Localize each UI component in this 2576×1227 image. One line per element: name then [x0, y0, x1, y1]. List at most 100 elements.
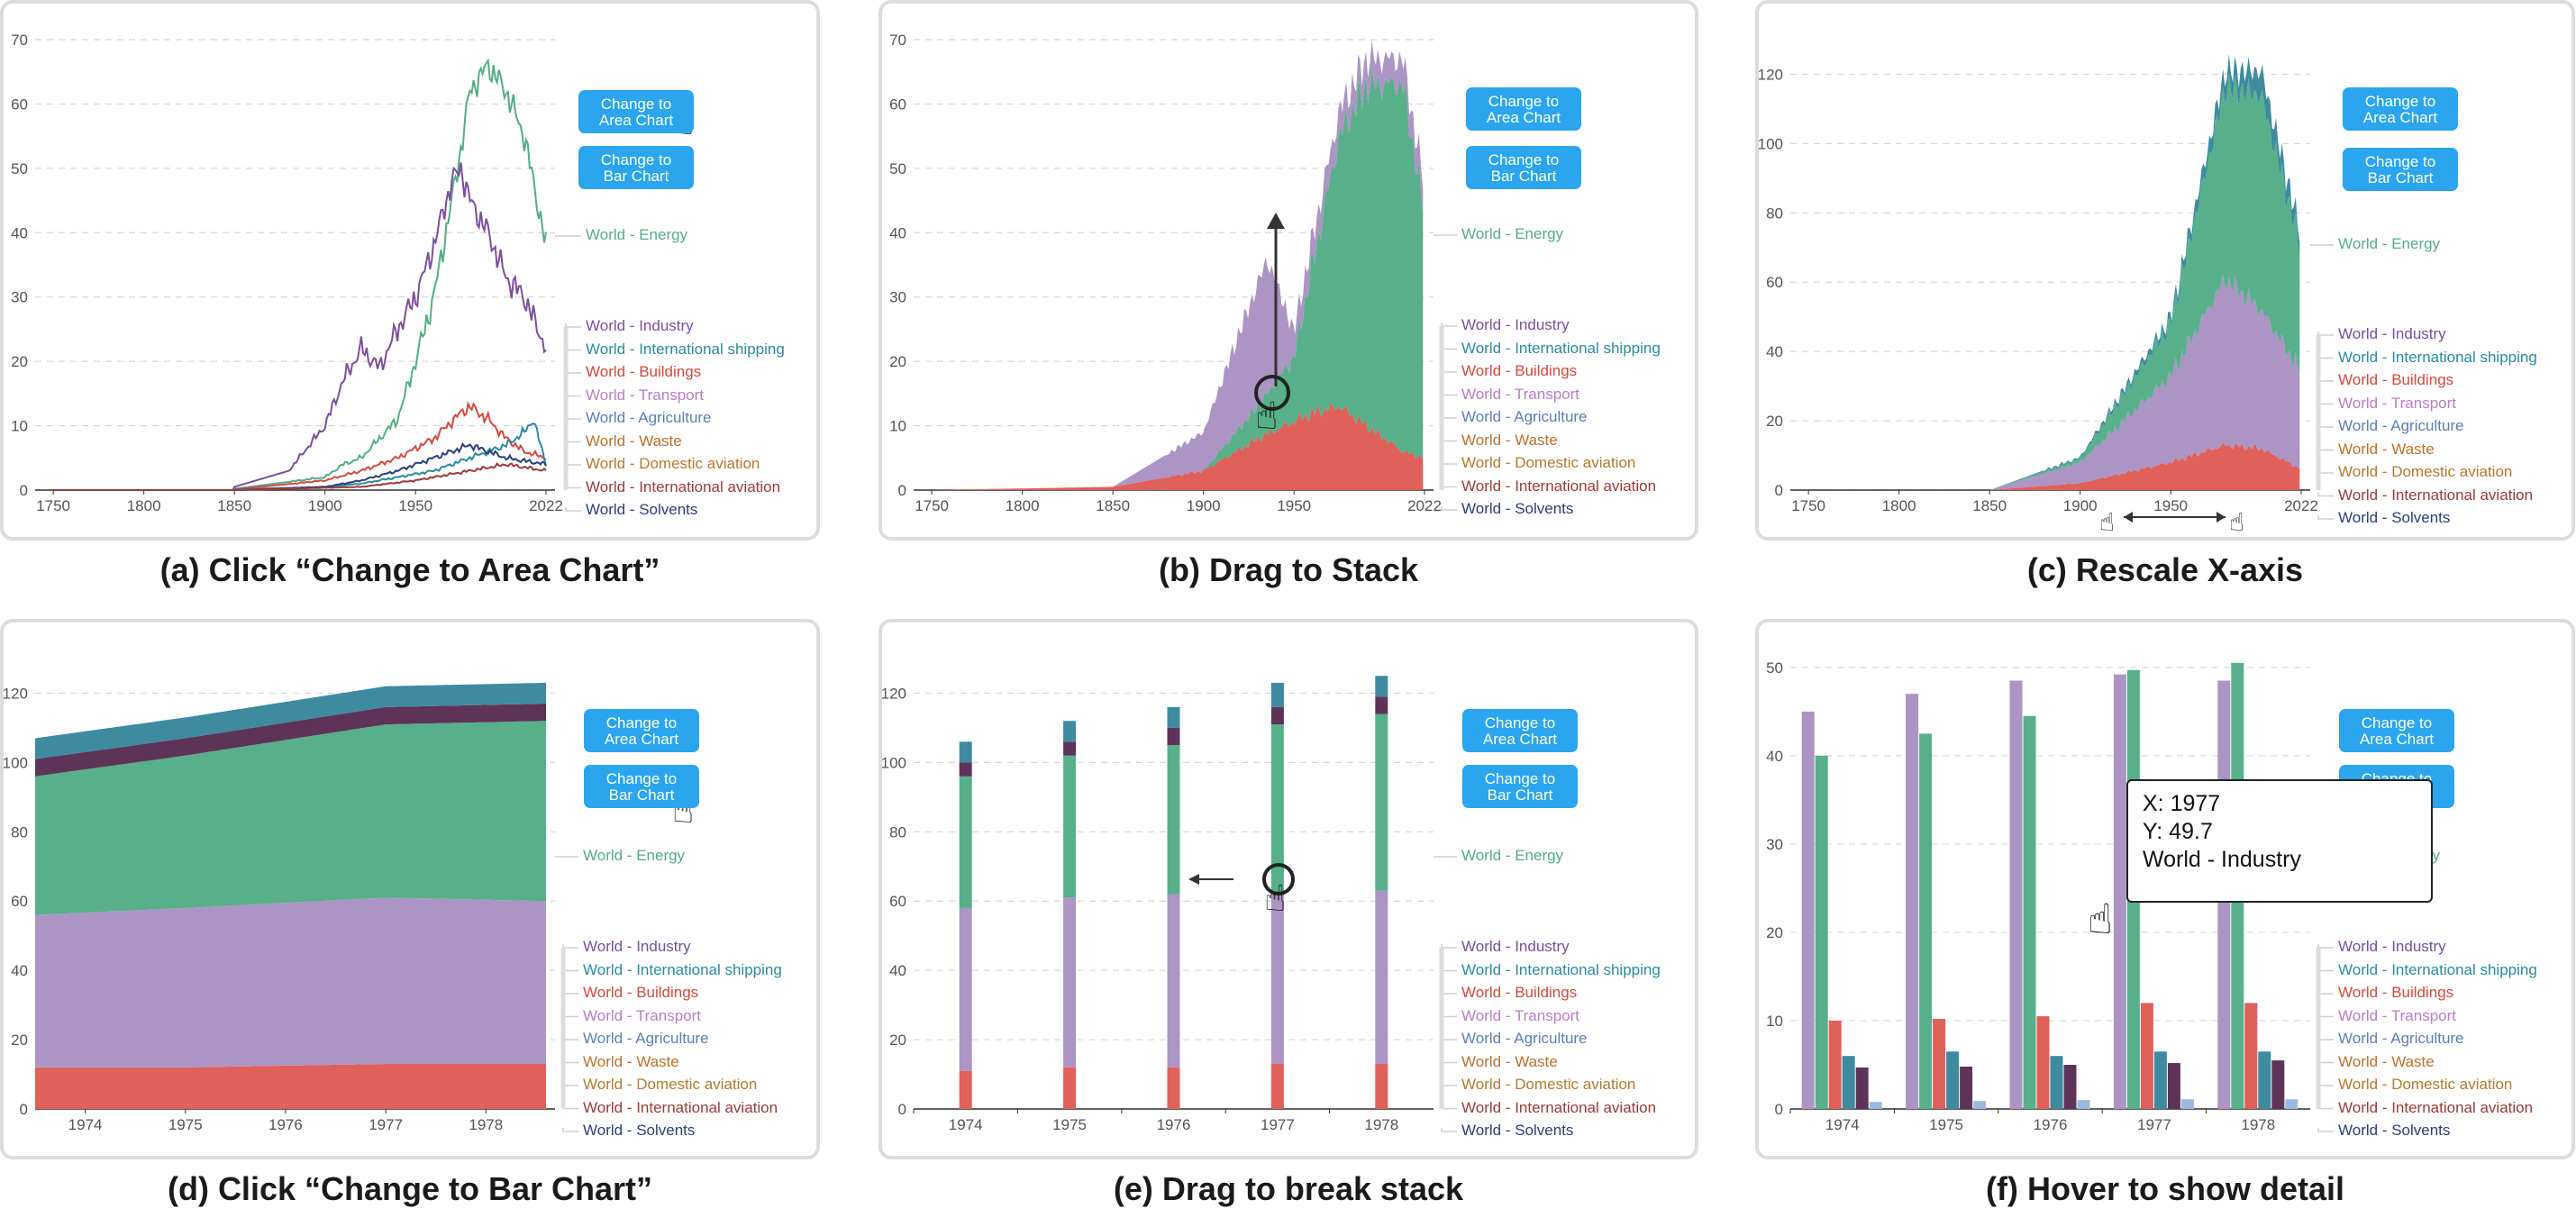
x-tick-label: 1976 [269, 1116, 303, 1133]
legend-item[interactable]: World - International shipping [2338, 348, 2537, 366]
legend-item[interactable]: World - Buildings [1461, 362, 1578, 379]
y-tick-label: 80 [11, 823, 28, 841]
legend-item[interactable]: World - Industry [586, 317, 694, 334]
legend-item[interactable]: World - International shipping [586, 340, 785, 358]
legend-connector [2317, 400, 2334, 405]
bar-segment [1167, 727, 1180, 746]
legend-item[interactable]: World - Domestic aviation [583, 1076, 758, 1093]
bar [2077, 1100, 2090, 1109]
legend-item[interactable]: World - Buildings [583, 984, 699, 1001]
legend-item[interactable]: World - Transport [1461, 385, 1580, 403]
legend-item[interactable]: World - Solvents [2338, 509, 2451, 526]
legend-item[interactable]: World - International aviation [583, 1098, 778, 1116]
legend-item[interactable]: World - International aviation [2338, 1098, 2534, 1116]
legend-item[interactable]: World - Waste [586, 432, 682, 450]
y-tick-label: 10 [889, 418, 906, 435]
legend-item[interactable]: World - Waste [583, 1052, 679, 1070]
legend-item[interactable]: World - Agriculture [1461, 1030, 1588, 1047]
bar [1828, 1020, 1842, 1109]
legend-item[interactable]: World - Agriculture [2338, 417, 2464, 434]
legend-item[interactable]: World - Solvents [2338, 1122, 2451, 1139]
legend-item[interactable]: World - Domestic aviation [586, 455, 760, 472]
legend-item[interactable]: World - Waste [1461, 431, 1558, 449]
legend-item[interactable]: World - Transport [2338, 1006, 2457, 1024]
legend-item[interactable]: World - International shipping [583, 960, 782, 978]
legend-item[interactable]: World - Domestic aviation [2338, 1076, 2513, 1093]
drag-touch-icon [1262, 863, 1295, 895]
legend-item[interactable]: World - Waste [2338, 1052, 2435, 1070]
legend-energy[interactable]: World - Energy [583, 847, 686, 864]
legend-energy[interactable]: World - Energy [1461, 847, 1564, 864]
legend-item[interactable]: World - Agriculture [2338, 1030, 2464, 1047]
legend-energy[interactable]: World - Energy [2338, 235, 2441, 252]
change-to-area-chart-button[interactable]: Change to Area Chart [1462, 709, 1578, 752]
x-tick-label: 1978 [469, 1116, 503, 1133]
bar [2050, 1056, 2063, 1109]
legend-item[interactable]: World - Industry [583, 938, 691, 955]
bar-segment [1063, 897, 1077, 1068]
legend-item[interactable]: World - International shipping [2338, 960, 2537, 978]
legend-item[interactable]: World - Agriculture [586, 409, 712, 426]
bar-segment [1270, 1064, 1284, 1109]
y-tick-label: 50 [1766, 659, 1783, 677]
legend-connector [562, 1104, 578, 1110]
legend-item[interactable]: World - Industry [1461, 938, 1570, 955]
bar [1933, 1019, 1946, 1109]
series-line [53, 461, 547, 491]
legend-energy[interactable]: World - Energy [1461, 225, 1564, 242]
legend-item[interactable]: World - Transport [583, 1006, 702, 1024]
panel-d: 0 20 40 60 80 100 120 1974 1975 1976 1977 1978 ☝ Cha… [0, 619, 820, 1159]
legend-energy[interactable]: World - Energy [586, 226, 688, 243]
legend-item[interactable]: World - Industry [2338, 938, 2446, 955]
change-to-area-chart-button[interactable]: Change to Area Chart [2343, 87, 2458, 131]
legend-item[interactable]: World - Solvents [1461, 1122, 1574, 1139]
legend-item[interactable]: World - International aviation [1461, 477, 1657, 495]
legend-item[interactable]: World - Transport [2338, 394, 2457, 412]
bar-segment [1063, 755, 1077, 898]
bar [1869, 1102, 1882, 1109]
change-to-area-chart-button[interactable]: Change to Area Chart [1466, 87, 1581, 131]
legend-item[interactable]: World - Domestic aviation [2338, 463, 2513, 480]
legend-item[interactable]: World - Solvents [586, 501, 698, 518]
legend-item[interactable]: World - Buildings [2338, 984, 2454, 1001]
legend-connector [562, 944, 578, 949]
legend-item[interactable]: World - Transport [1461, 1006, 1580, 1024]
legend-item[interactable]: World - Industry [1461, 316, 1570, 333]
bar [2167, 1063, 2180, 1109]
legend-item[interactable]: World - Buildings [1461, 984, 1578, 1001]
legend-item[interactable]: World - International shipping [1461, 339, 1661, 357]
change-to-area-chart-button[interactable]: Change to Area Chart [584, 709, 699, 752]
legend-item[interactable]: World - Transport [586, 386, 705, 404]
y-tick-label: 60 [889, 893, 906, 910]
legend-connector [1441, 483, 1457, 488]
legend-item[interactable]: World - Domestic aviation [1461, 1076, 1636, 1093]
legend-item[interactable]: World - International shipping [1461, 960, 1661, 978]
legend-item[interactable]: World - Domestic aviation [1461, 454, 1636, 471]
legend-connector [1441, 368, 1457, 373]
legend-item[interactable]: World - International aviation [586, 477, 781, 495]
legend-connector [565, 461, 581, 466]
change-to-area-chart-button[interactable]: Change to Area Chart [2339, 709, 2454, 752]
legend-item[interactable]: World - Waste [1461, 1052, 1558, 1070]
legend-item[interactable]: World - Waste [2338, 440, 2435, 458]
legend-connector [2317, 1128, 2334, 1132]
legend-item[interactable]: World - Industry [2338, 325, 2446, 342]
legend-item[interactable]: World - Solvents [1461, 500, 1574, 517]
legend-item[interactable]: World - Agriculture [583, 1030, 709, 1047]
legend-item[interactable]: World - Buildings [2338, 371, 2454, 388]
legend-item[interactable]: World - Agriculture [1461, 408, 1588, 425]
button-label: Change to [605, 769, 678, 787]
legend-item[interactable]: World - Buildings [586, 363, 702, 380]
legend-item[interactable]: World - Solvents [583, 1122, 696, 1139]
change-to-area-chart-button[interactable]: Change to Area Chart [578, 90, 694, 133]
legend-item[interactable]: World - International aviation [2338, 486, 2534, 504]
legend-item[interactable]: World - International aviation [1461, 1098, 1657, 1116]
caption-a: (a) Click “Change to Area Chart” [159, 551, 660, 588]
bar-segment [1375, 696, 1388, 714]
